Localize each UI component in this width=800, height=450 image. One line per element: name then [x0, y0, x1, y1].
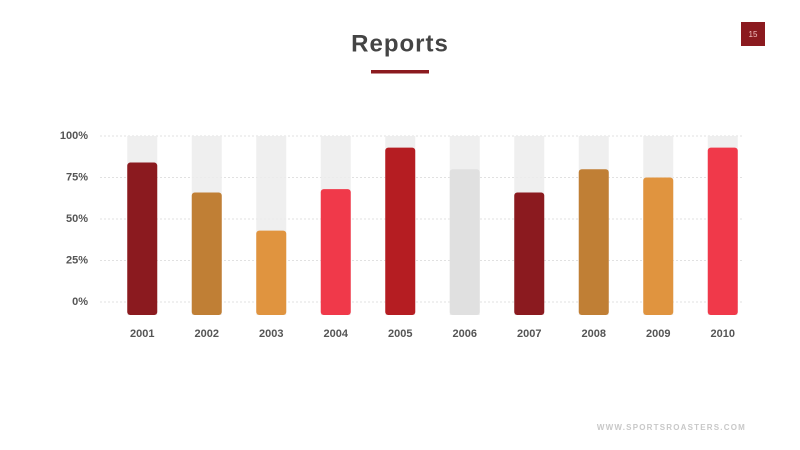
x-tick-label: 2003 [259, 328, 283, 340]
bar [578, 169, 609, 315]
x-tick-label: 2010 [711, 328, 735, 340]
y-tick-label: 100% [60, 130, 88, 142]
page-number: 15 [749, 30, 758, 39]
x-tick-label: 2007 [517, 328, 541, 340]
bar [449, 169, 480, 315]
x-tick-label: 2002 [195, 328, 219, 340]
bar [127, 162, 158, 315]
y-tick-label: 25% [66, 254, 88, 266]
page-number-box [741, 22, 765, 46]
bar [514, 192, 545, 315]
x-tick-label: 2004 [324, 328, 349, 340]
bar [191, 192, 222, 315]
bar [385, 147, 416, 315]
y-tick-label: 0% [72, 296, 88, 308]
x-tick-label: 2001 [130, 328, 154, 340]
bar [643, 177, 674, 315]
bar [256, 230, 287, 315]
bar [707, 147, 738, 315]
chart-title: Reports [351, 30, 449, 57]
x-tick-label: 2008 [582, 328, 606, 340]
bar [320, 189, 351, 315]
y-tick-label: 50% [66, 213, 88, 225]
x-tick-label: 2005 [388, 328, 412, 340]
x-tick-label: 2006 [453, 328, 477, 340]
title-underline [371, 70, 429, 74]
x-tick-label: 2009 [646, 328, 670, 340]
y-tick-label: 75% [66, 171, 88, 183]
footer: WWW.SPORTSROASTERS.COM [597, 423, 746, 432]
